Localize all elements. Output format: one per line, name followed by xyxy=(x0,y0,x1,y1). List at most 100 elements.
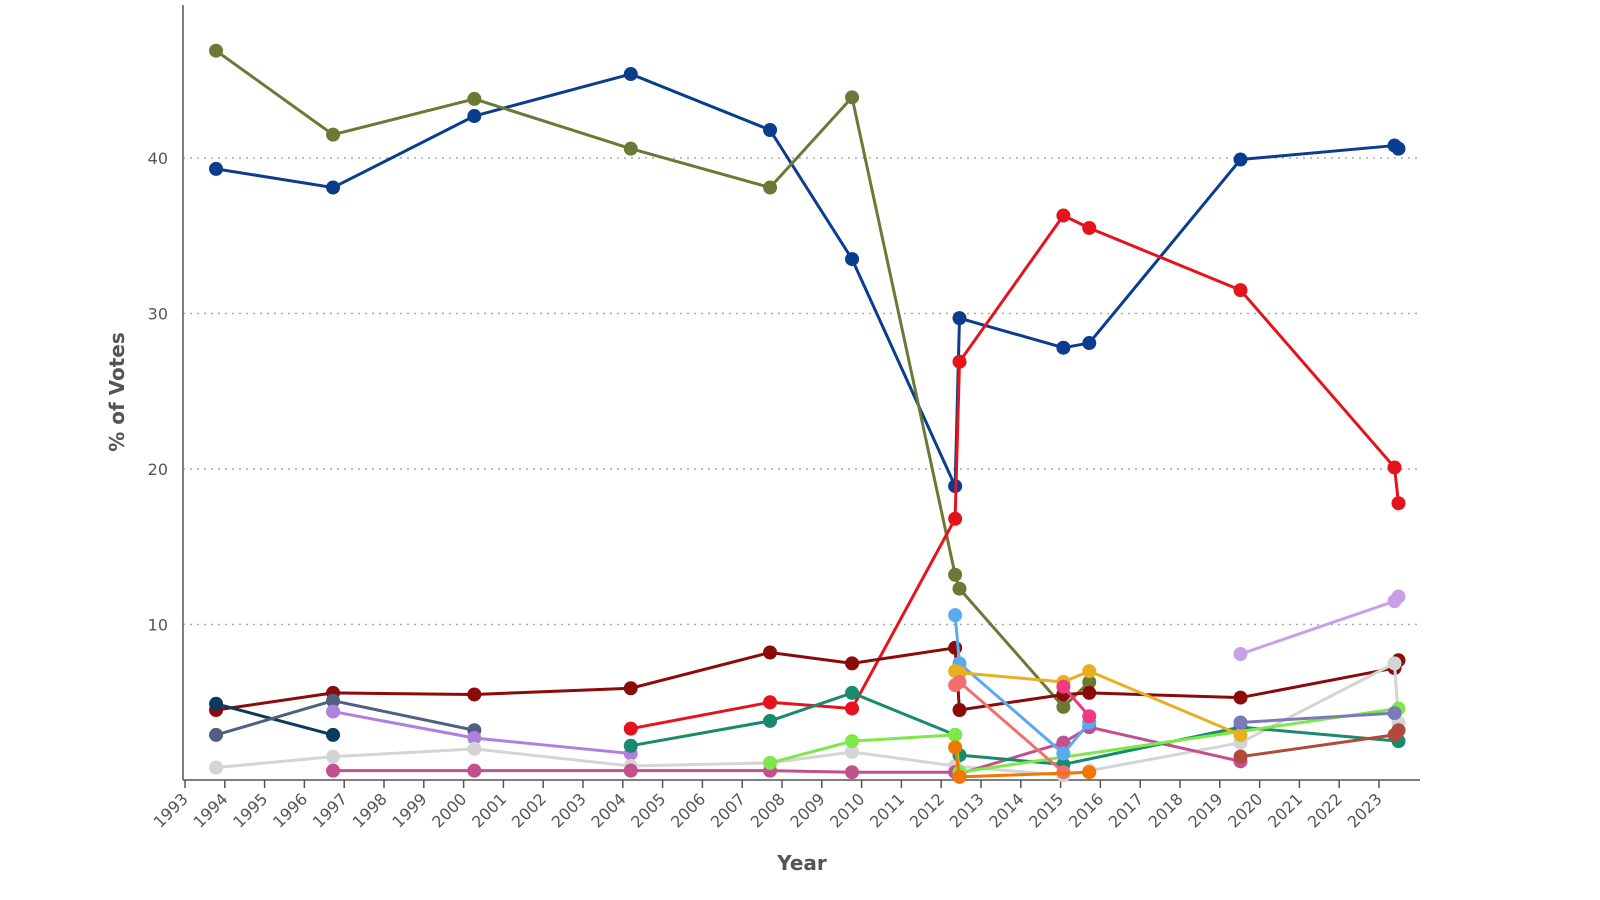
series-19 xyxy=(1233,723,1406,764)
series-4-point[interactable] xyxy=(623,681,638,696)
series-3-point[interactable] xyxy=(763,695,778,710)
series-16-point[interactable] xyxy=(948,740,963,755)
series-10-point[interactable] xyxy=(763,713,778,728)
series-3-point[interactable] xyxy=(1056,208,1071,223)
series-19-point[interactable] xyxy=(1391,723,1406,738)
series-1-point[interactable] xyxy=(1233,152,1248,167)
series-5-point[interactable] xyxy=(209,696,224,711)
x-tick-label: 1999 xyxy=(388,789,430,831)
series-12-point[interactable] xyxy=(948,608,963,623)
series-2-point[interactable] xyxy=(948,567,963,582)
series-4-line xyxy=(215,646,1400,712)
x-tick-label: 2022 xyxy=(1304,789,1346,831)
series-4-point[interactable] xyxy=(952,703,967,718)
series-1-point[interactable] xyxy=(952,311,967,326)
series-2-point[interactable] xyxy=(326,127,341,142)
series-18-point[interactable] xyxy=(1387,706,1402,721)
series-9-point[interactable] xyxy=(845,765,860,780)
series-1-point[interactable] xyxy=(1082,336,1097,351)
series-2-point[interactable] xyxy=(623,141,638,156)
series-1-point[interactable] xyxy=(209,161,224,176)
series-group xyxy=(209,43,1406,784)
series-7-line xyxy=(332,710,631,756)
x-axis-ticks: 1993199419951996199719981999200020012002… xyxy=(150,780,1386,832)
series-17-point[interactable] xyxy=(1233,647,1248,662)
x-tick-label: 2001 xyxy=(468,789,510,831)
series-11-point[interactable] xyxy=(948,727,963,742)
series-2-line xyxy=(215,49,1091,709)
series-12-point[interactable] xyxy=(1056,746,1071,761)
series-9-point[interactable] xyxy=(623,763,638,778)
x-tick-label: 1993 xyxy=(150,789,192,831)
x-tick-label: 2013 xyxy=(946,789,988,831)
series-2-point[interactable] xyxy=(845,90,860,105)
series-1-point[interactable] xyxy=(1056,340,1071,355)
x-tick-label: 2020 xyxy=(1224,789,1266,831)
series-17-point[interactable] xyxy=(1391,589,1406,604)
series-1-line xyxy=(215,72,1400,488)
series-2-point[interactable] xyxy=(1082,675,1097,690)
series-11-point[interactable] xyxy=(845,734,860,749)
series-3-point[interactable] xyxy=(1082,220,1097,235)
series-1-point[interactable] xyxy=(467,109,482,124)
series-13-point[interactable] xyxy=(1082,664,1097,679)
series-4-point[interactable] xyxy=(845,656,860,671)
series-3 xyxy=(623,208,1406,736)
x-tick-label: 2010 xyxy=(826,789,868,831)
series-5-point[interactable] xyxy=(326,727,341,742)
y-tick-label: 40 xyxy=(148,149,168,168)
series-16-point[interactable] xyxy=(952,769,967,784)
series-19-point[interactable] xyxy=(1233,749,1248,764)
series-7-point[interactable] xyxy=(467,731,482,746)
series-2-point[interactable] xyxy=(209,43,224,58)
series-8-point[interactable] xyxy=(209,760,224,775)
series-11-point[interactable] xyxy=(763,755,778,770)
series-1-point[interactable] xyxy=(845,252,860,267)
series-3-point[interactable] xyxy=(1233,283,1248,298)
series-2-point[interactable] xyxy=(467,91,482,106)
series-7-point[interactable] xyxy=(326,704,341,719)
series-3-point[interactable] xyxy=(845,701,860,716)
series-8-point[interactable] xyxy=(467,741,482,756)
series-8 xyxy=(209,656,1406,783)
series-9-point[interactable] xyxy=(326,763,341,778)
series-4-point[interactable] xyxy=(467,687,482,702)
series-8-point[interactable] xyxy=(845,745,860,760)
series-3-point[interactable] xyxy=(623,721,638,736)
series-8-point[interactable] xyxy=(1387,656,1402,671)
series-9-point[interactable] xyxy=(1056,735,1071,750)
series-3-point[interactable] xyxy=(952,354,967,369)
series-6-point[interactable] xyxy=(326,693,341,708)
series-13-point[interactable] xyxy=(1233,727,1248,742)
series-15-point[interactable] xyxy=(1056,679,1071,694)
series-3-point[interactable] xyxy=(1387,460,1402,475)
series-2-point[interactable] xyxy=(763,180,778,195)
x-tick-label: 2017 xyxy=(1105,789,1147,831)
x-tick-label: 2011 xyxy=(866,789,908,831)
series-1-point[interactable] xyxy=(763,123,778,138)
x-tick-label: 2005 xyxy=(627,789,669,831)
series-14-point[interactable] xyxy=(952,675,967,690)
series-2-point[interactable] xyxy=(952,581,967,596)
series-18-point[interactable] xyxy=(1233,715,1248,730)
series-3-point[interactable] xyxy=(948,511,963,526)
series-9-point[interactable] xyxy=(467,763,482,778)
series-6-point[interactable] xyxy=(209,727,224,742)
series-16-point[interactable] xyxy=(1082,765,1097,780)
series-3-point[interactable] xyxy=(1391,496,1406,511)
series-1-point[interactable] xyxy=(326,180,341,195)
series-8-point[interactable] xyxy=(326,749,341,764)
series-18-line xyxy=(1240,711,1395,724)
series-1-point[interactable] xyxy=(1391,141,1406,156)
series-10-point[interactable] xyxy=(845,685,860,700)
series-15-point[interactable] xyxy=(1082,709,1097,724)
series-1-point[interactable] xyxy=(623,67,638,82)
series-4-point[interactable] xyxy=(1233,690,1248,705)
series-4-point[interactable] xyxy=(1082,685,1097,700)
series-2-point[interactable] xyxy=(1056,699,1071,714)
series-4-point[interactable] xyxy=(763,645,778,660)
series-10-point[interactable] xyxy=(623,738,638,753)
x-axis-title: Year xyxy=(776,851,827,875)
x-tick-label: 2000 xyxy=(428,789,470,831)
series-14 xyxy=(948,675,1071,780)
